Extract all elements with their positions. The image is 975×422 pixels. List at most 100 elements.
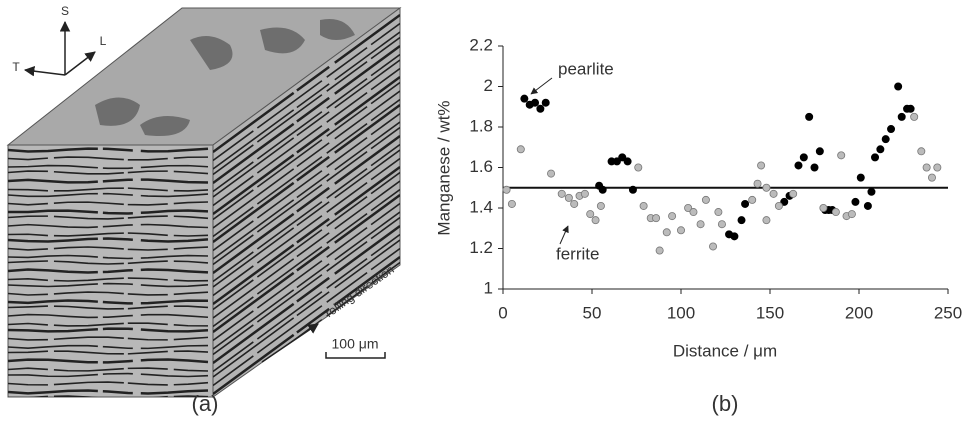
stripe bbox=[8, 327, 209, 333]
stripe bbox=[213, 98, 400, 238]
point bbox=[730, 232, 739, 241]
point bbox=[887, 125, 896, 134]
rolling-arrow bbox=[261, 323, 319, 363]
point bbox=[520, 94, 529, 103]
point bbox=[897, 112, 906, 121]
point bbox=[871, 153, 880, 162]
stripe bbox=[8, 223, 209, 229]
annotation: ferrite bbox=[556, 244, 599, 263]
point bbox=[789, 189, 798, 198]
annotation: pearlite bbox=[558, 59, 614, 78]
stripe bbox=[213, 165, 400, 306]
stripe bbox=[213, 31, 400, 170]
stripe bbox=[213, 134, 400, 275]
axis-t bbox=[23, 65, 66, 77]
point bbox=[762, 183, 771, 192]
point bbox=[662, 228, 671, 237]
y-tick-label: 2 bbox=[484, 76, 493, 95]
stripe bbox=[8, 201, 209, 206]
point bbox=[541, 98, 550, 107]
point bbox=[507, 199, 516, 208]
point bbox=[847, 210, 856, 219]
axis-t-label: T bbox=[12, 60, 20, 74]
stripe bbox=[213, 255, 400, 396]
point bbox=[557, 189, 566, 198]
chart: 1 1.2 1.4 1.6 1.8 2 2.2 0 50 100 150 200 250 pearlite… bbox=[469, 35, 962, 322]
stripe bbox=[213, 247, 400, 387]
y-axis-label: Manganese / wt% bbox=[434, 100, 453, 235]
stripe bbox=[8, 268, 209, 274]
point bbox=[684, 203, 693, 212]
point bbox=[564, 193, 573, 202]
stripe bbox=[8, 299, 209, 305]
x-tick-label: 150 bbox=[756, 303, 784, 322]
stripe bbox=[8, 282, 209, 288]
point bbox=[655, 246, 664, 255]
annotation-arrow bbox=[530, 77, 553, 95]
stripe bbox=[8, 237, 209, 243]
stripe bbox=[213, 81, 400, 221]
point bbox=[623, 157, 632, 166]
stripe bbox=[213, 121, 400, 260]
stripe bbox=[8, 358, 209, 364]
point bbox=[917, 147, 926, 156]
stripe bbox=[213, 224, 400, 365]
stripe bbox=[8, 381, 209, 386]
point bbox=[570, 199, 579, 208]
y-tick-label: 1 bbox=[484, 278, 493, 297]
stripe bbox=[8, 344, 209, 350]
point bbox=[757, 161, 766, 170]
point bbox=[618, 153, 627, 162]
stripe bbox=[8, 389, 209, 395]
point bbox=[689, 208, 698, 217]
point bbox=[819, 203, 828, 212]
stripe bbox=[8, 246, 209, 251]
stripe bbox=[213, 188, 400, 328]
axis-l bbox=[64, 51, 96, 76]
point bbox=[580, 189, 589, 198]
stripe bbox=[8, 156, 209, 161]
point bbox=[709, 242, 718, 251]
scale-bar bbox=[325, 352, 386, 359]
point bbox=[586, 210, 595, 219]
point bbox=[780, 197, 789, 206]
point bbox=[856, 173, 865, 182]
axis-l-label: L bbox=[100, 34, 107, 48]
stripe bbox=[213, 239, 400, 378]
point bbox=[881, 135, 890, 144]
top-texture bbox=[95, 19, 355, 136]
point bbox=[810, 163, 819, 172]
stripe bbox=[8, 336, 209, 341]
stripe bbox=[8, 254, 209, 260]
point bbox=[737, 216, 746, 225]
x-tick-label: 0 bbox=[498, 303, 507, 322]
stripe bbox=[213, 67, 400, 207]
y-tick-label: 1.4 bbox=[469, 197, 493, 216]
y-tick-label: 1.2 bbox=[469, 238, 493, 257]
stripe bbox=[213, 180, 400, 319]
point bbox=[668, 212, 677, 221]
point bbox=[714, 208, 723, 217]
stripe bbox=[8, 277, 209, 282]
stripe bbox=[8, 187, 209, 192]
stripe bbox=[213, 59, 400, 198]
point bbox=[536, 104, 545, 113]
point bbox=[927, 173, 936, 182]
point bbox=[596, 201, 605, 210]
block-right bbox=[212, 7, 401, 398]
stripe bbox=[213, 216, 400, 356]
x-tick-label: 250 bbox=[934, 303, 962, 322]
point bbox=[799, 153, 808, 162]
point bbox=[748, 195, 757, 204]
point bbox=[769, 189, 778, 198]
point bbox=[696, 220, 705, 229]
point bbox=[762, 216, 771, 225]
point bbox=[502, 185, 511, 194]
stripe bbox=[8, 215, 209, 220]
panel-label: (a) bbox=[192, 391, 219, 416]
point bbox=[717, 220, 726, 229]
point bbox=[863, 201, 872, 210]
stripe bbox=[8, 350, 209, 355]
stripe bbox=[213, 112, 400, 252]
point bbox=[933, 163, 942, 172]
